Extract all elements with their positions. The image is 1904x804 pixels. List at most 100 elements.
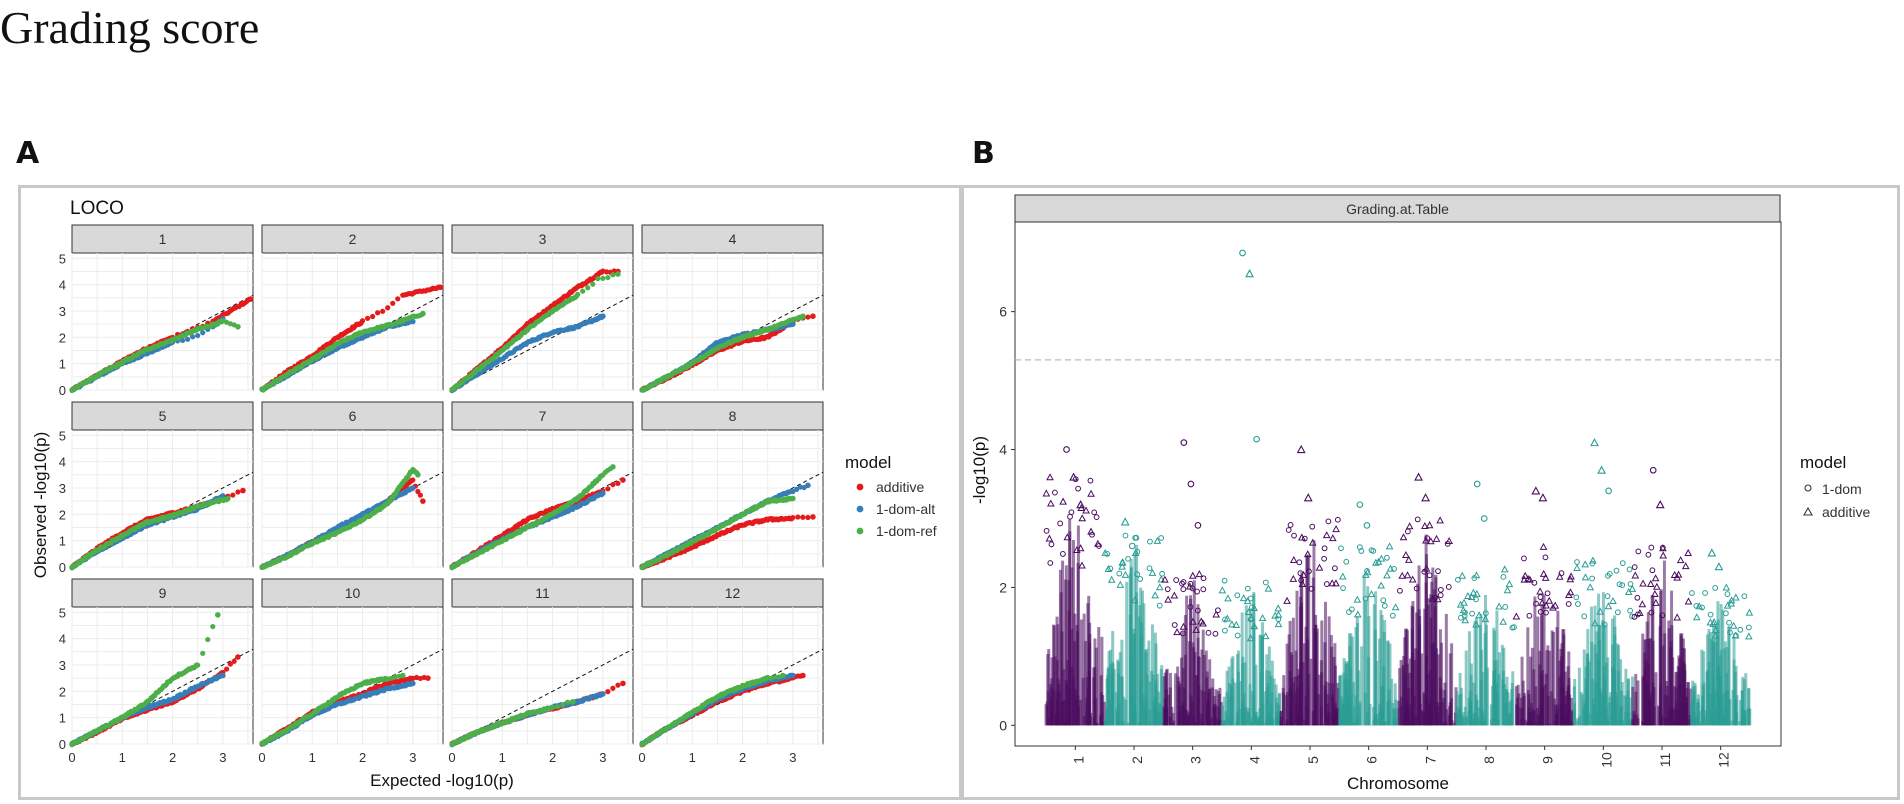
snp-band [1107, 651, 1111, 726]
qq-facet-3: 3 [449, 224, 634, 394]
y-tick-label: 2 [59, 330, 66, 345]
facet-panel [451, 606, 634, 745]
legend-label: additive [876, 479, 924, 495]
snp-band [1142, 603, 1146, 726]
x-tick-label: 0 [68, 750, 75, 765]
facet-strip-label: 5 [159, 408, 167, 424]
qq-point-additive [610, 481, 616, 488]
y-tick-label: 3 [59, 304, 66, 319]
qq-point-additive [224, 666, 230, 672]
snp-band [1153, 720, 1157, 726]
facet-strip-label: 7 [539, 408, 547, 424]
snp-band [1145, 701, 1149, 726]
qq-facet-4: 4 [639, 224, 824, 393]
qq-point-additive [425, 675, 431, 681]
facet-strip [641, 224, 824, 254]
y-tick-label: 1 [59, 711, 66, 726]
facet-strip [451, 224, 634, 254]
qq-point-1-dom-alt [790, 488, 796, 495]
qq-point-1-dom-ref [554, 704, 561, 710]
facet-strip-label: 2 [349, 231, 357, 247]
qq-point-additive [359, 318, 366, 324]
qq-point-1-dom-alt [794, 486, 800, 492]
x-tick-label: 2 [169, 750, 176, 765]
snp-band [1119, 723, 1123, 726]
facet-strip-label: 8 [729, 408, 737, 424]
qq-point-1-dom-alt [200, 330, 206, 336]
qq-point-1-dom-ref [600, 275, 606, 281]
facet-strip-label: 6 [349, 408, 357, 424]
facet-strip-label: 3 [539, 231, 547, 247]
x-tick-label: 3 [219, 750, 226, 765]
qq-point-additive [615, 682, 621, 688]
qq-point-1-dom-ref [225, 495, 231, 502]
qq-point-additive [605, 689, 611, 695]
snp-band [1056, 624, 1060, 726]
diagonal-reference-line [261, 294, 444, 391]
x-tick-label: 1 [119, 750, 126, 765]
qq-point-1-dom-ref [549, 704, 556, 711]
y-tick-label: 4 [999, 442, 1007, 458]
x-tick-label: 0 [258, 750, 265, 765]
y-tick-label: 2 [59, 684, 66, 699]
x-tick-label: 2 [549, 750, 556, 765]
manhattan-strip-label: Grading.at.Table [1346, 201, 1449, 217]
qq-point-additive [800, 672, 806, 679]
snp-band [1192, 580, 1196, 726]
snp-band [1067, 719, 1071, 726]
qq-point-1-dom-alt [797, 484, 803, 490]
qq-point-1-dom-ref [610, 272, 616, 278]
qq-point-additive [395, 296, 401, 302]
qq-facet-8: 8 [639, 401, 824, 571]
qq-point-additive [790, 514, 796, 521]
y-tick-label: 6 [999, 304, 1007, 320]
diagonal-reference-line [451, 294, 634, 391]
facet-strip-label: 9 [159, 585, 167, 601]
qq-point-1-dom-ref [800, 313, 806, 320]
y-tick-label: 2 [59, 507, 66, 522]
snp-band [1050, 705, 1054, 726]
qq-point-1-dom-ref [779, 672, 786, 679]
qq-point-additive [415, 488, 421, 495]
y-tick-label: 3 [59, 658, 66, 673]
y-tick-label: 2 [999, 579, 1007, 595]
snp-band [1085, 698, 1089, 726]
legend-label: 1-dom-ref [876, 523, 937, 539]
qq-point-1-dom-alt [410, 485, 416, 491]
qq-point-1-dom-ref [790, 495, 796, 502]
x-tick-label: 0 [638, 750, 645, 765]
qq-facet-11: 110 1 2 3 [448, 578, 634, 765]
y-tick-label: 4 [59, 278, 66, 293]
facet-strip [71, 578, 254, 608]
qq-point-1-dom-ref [590, 281, 596, 287]
qq-point-additive [615, 480, 621, 486]
panel-a-frame [18, 185, 962, 800]
qq-point-1-dom-ref [605, 274, 611, 281]
qq-y-axis-label: Observed -log10(p) [31, 432, 50, 578]
panel-a-letter: A [16, 136, 40, 171]
legend-key-additive [856, 483, 864, 491]
qq-point-1-dom-alt [600, 490, 606, 497]
snp-band [1137, 616, 1141, 726]
y-tick-label: 5 [59, 605, 66, 620]
qq-point-additive [620, 477, 626, 483]
qq-point-1-dom-ref [565, 699, 571, 705]
snp-band [1104, 718, 1108, 726]
x-tick-label: 1 [689, 750, 696, 765]
qq-facet-2: 2 [259, 224, 444, 393]
qq-point-1-dom-alt [195, 332, 201, 339]
x-tick-label: 3 [599, 750, 606, 765]
qq-point-additive [235, 654, 241, 660]
qq-point-1-dom-ref [399, 672, 406, 679]
qq-point-additive [364, 315, 371, 321]
qq-point-1-dom-alt [600, 691, 606, 697]
snp-band [1070, 629, 1074, 726]
qq-point-1-dom-ref [560, 702, 566, 708]
snp-band [1092, 677, 1096, 726]
y-tick-label: 4 [59, 455, 66, 470]
qq-facet-7: 7 [449, 401, 634, 571]
qq-point-1-dom-ref [610, 464, 616, 470]
legend-title: model [845, 453, 891, 472]
